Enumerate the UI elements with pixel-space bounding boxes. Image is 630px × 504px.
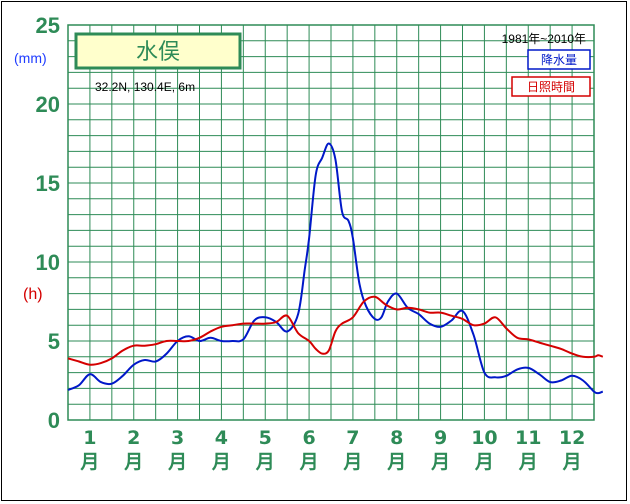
month-kanji-label: 月 (79, 451, 99, 473)
legend-sun-label: 日照時間 (527, 80, 575, 94)
y-tick-label: 5 (48, 329, 60, 354)
unit-mm-label: (mm) (14, 50, 47, 66)
month-number-label: 1 (83, 427, 96, 449)
y-tick-label: 20 (36, 92, 60, 117)
y-tick-label: 10 (36, 250, 60, 275)
month-number-label: 10 (471, 427, 497, 449)
month-number-label: 6 (302, 427, 315, 449)
month-number-label: 9 (434, 427, 447, 449)
month-number-label: 4 (215, 427, 228, 449)
station-title: 水俣 (136, 40, 180, 65)
month-kanji-label: 月 (255, 451, 275, 473)
grid (68, 25, 594, 420)
month-kanji-label: 月 (562, 451, 582, 473)
month-kanji-label: 月 (474, 451, 494, 473)
legend-sun-box (511, 76, 591, 97)
y-tick-label: 25 (36, 13, 60, 38)
month-kanji-label: 月 (518, 451, 538, 473)
month-kanji-label: 月 (167, 451, 187, 473)
unit-h-label: (h) (23, 286, 43, 303)
y-axis-ticks: 0 5 10 15 20 25 (36, 13, 60, 433)
month-kanji-label: 月 (299, 451, 319, 473)
month-kanji-label: 月 (342, 451, 362, 473)
month-number-label: 3 (171, 427, 184, 449)
month-kanji-label: 月 (430, 451, 450, 473)
legend-precip-label: 降水量 (541, 53, 577, 67)
month-number-label: 8 (390, 427, 403, 449)
series-group (67, 142, 604, 395)
station-coords: 32.2N, 130.4E, 6m (95, 80, 195, 94)
month-number-label: 7 (346, 427, 359, 449)
legend-precip-box (527, 49, 591, 70)
station-title-box (74, 32, 242, 70)
month-kanji-label: 月 (386, 451, 406, 473)
period-label: 1981年~2010年 (502, 32, 586, 46)
month-kanji-label: 月 (211, 451, 231, 473)
precipitation-line (67, 142, 604, 395)
y-tick-label: 0 (48, 408, 60, 433)
y-tick-label: 15 (36, 171, 60, 196)
month-number-label: 2 (127, 427, 140, 449)
month-number-label: 11 (515, 427, 541, 449)
month-number-label: 5 (259, 427, 272, 449)
month-number-label: 12 (559, 427, 585, 449)
month-kanji-label: 月 (123, 451, 143, 473)
sunshine-line (67, 295, 604, 366)
